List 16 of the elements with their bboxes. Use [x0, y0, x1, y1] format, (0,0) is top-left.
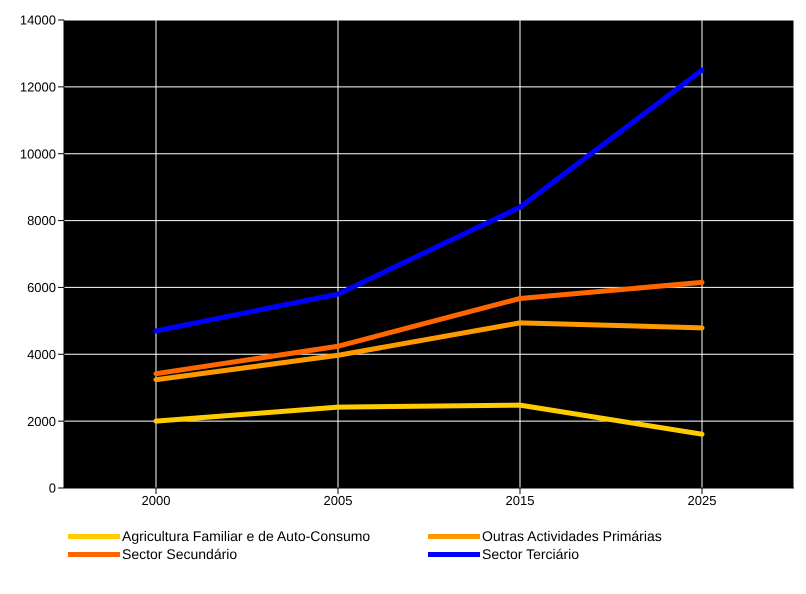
legend-label: Sector Terciário	[482, 546, 580, 562]
y-tick-label: 0	[48, 480, 56, 496]
y-tick-label: 8000	[27, 213, 56, 228]
legend-label: Agricultura Familiar e de Auto-Consumo	[122, 528, 370, 544]
x-tick-label: 2015	[506, 493, 534, 508]
y-tick-label: 12000	[20, 79, 56, 94]
y-tick-label: 10000	[20, 146, 56, 162]
y-tick-label: 4000	[27, 346, 56, 362]
x-tick-label: 2025	[688, 493, 716, 508]
y-tick-label: 2000	[27, 414, 56, 429]
legend-label: Sector Secundário	[122, 546, 238, 562]
y-tick-label: 6000	[27, 280, 56, 296]
x-tick-label: 2000	[142, 493, 170, 508]
y-tick-label: 14000	[20, 12, 56, 28]
legend-label: Outras Actividades Primárias	[482, 528, 662, 544]
x-tick-label: 2005	[324, 493, 352, 508]
